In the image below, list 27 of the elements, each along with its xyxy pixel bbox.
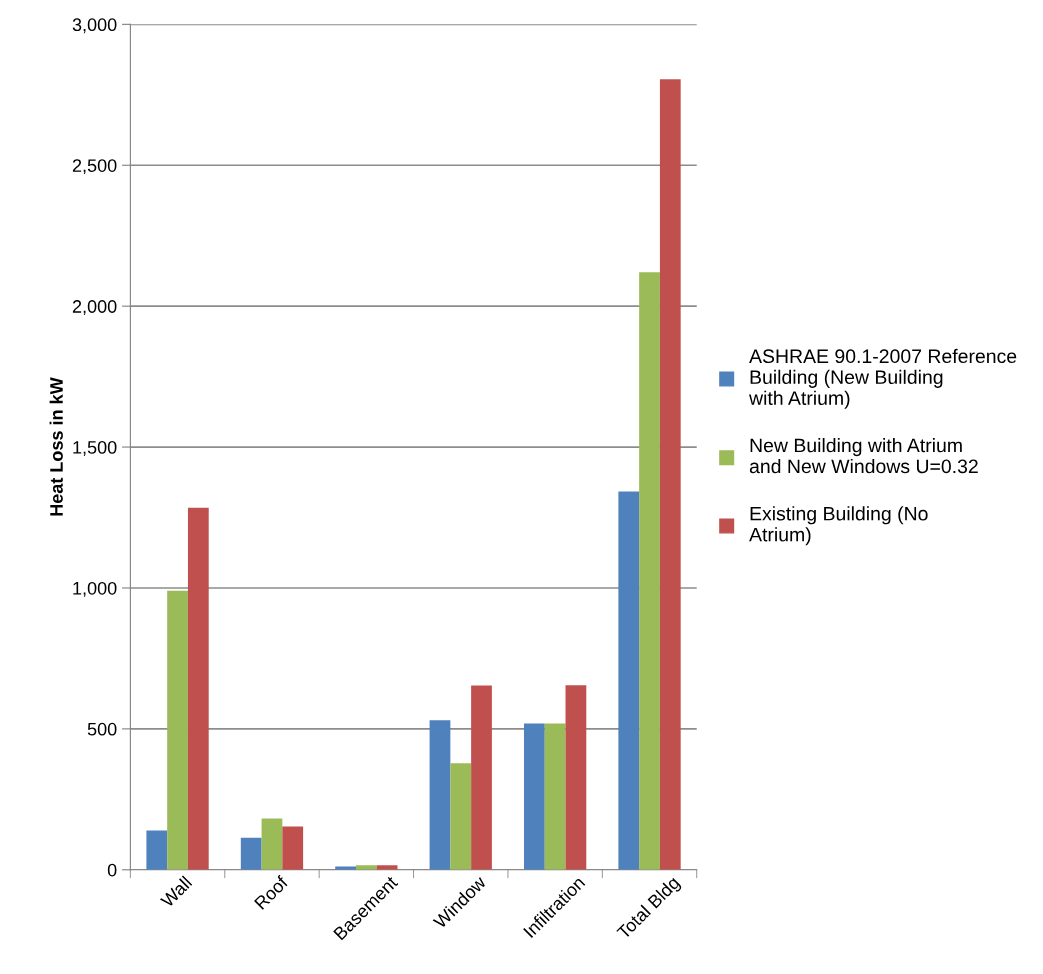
- bar: [187, 507, 209, 870]
- bar: [335, 866, 356, 870]
- bar: [429, 720, 451, 870]
- bar: [523, 723, 545, 870]
- bar: [565, 685, 587, 870]
- y-tick-label: 0: [107, 863, 117, 877]
- y-tick-label: 500: [87, 722, 117, 736]
- legend-label: Existing Building (No Atrium): [749, 506, 928, 546]
- y-axis-title: Heat Loss in kW: [49, 377, 63, 516]
- bar: [167, 590, 188, 870]
- bar: [639, 272, 660, 870]
- bar: [240, 837, 262, 870]
- bar: [471, 685, 492, 870]
- bar: [659, 79, 681, 870]
- bar: [146, 830, 168, 870]
- legend-label: New Building with Atrium and New Windows U=0.32: [749, 438, 978, 474]
- legend-label: ASHRAE 90.1-2007 Reference Building (New Building with Atrium): [749, 348, 1017, 409]
- y-tick-label: 1,000: [73, 581, 117, 597]
- bar: [450, 763, 472, 870]
- bar: [544, 723, 566, 870]
- bar: [282, 826, 304, 870]
- y-tick-label: 3,000: [72, 18, 117, 34]
- bar: [261, 818, 283, 870]
- y-tick-label: 1,500: [73, 441, 117, 456]
- y-tick-label: 2,500: [72, 159, 117, 175]
- y-tick-label: 2,000: [72, 300, 117, 316]
- bar: [618, 491, 640, 870]
